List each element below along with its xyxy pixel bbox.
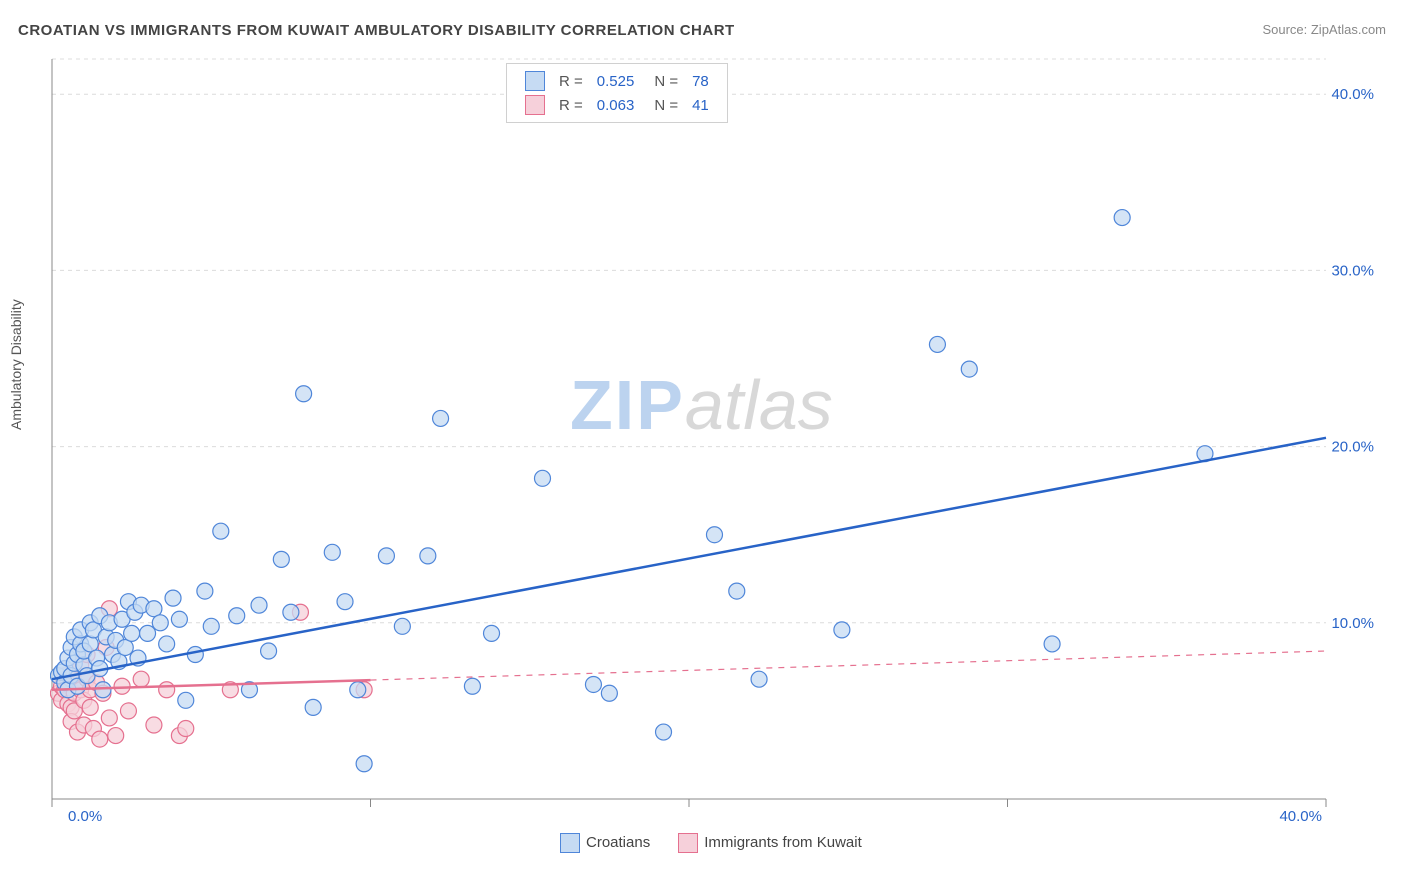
legend-label: Immigrants from Kuwait: [704, 834, 862, 851]
scatter-plot: 10.0%20.0%30.0%40.0%0.0%40.0% ZIPatlas R…: [50, 55, 1386, 825]
y-axis-title: Ambulatory Disability: [8, 299, 24, 430]
series-legend: Croatians Immigrants from Kuwait: [560, 833, 890, 853]
plot-svg: 10.0% 20.0% 30.0% 40.0% 0.0% 40.0%: [50, 55, 1386, 825]
source-attribution: Source: ZipAtlas.com: [1262, 22, 1386, 37]
svg-text:40.0%: 40.0%: [1331, 86, 1374, 103]
svg-text:20.0%: 20.0%: [1331, 439, 1374, 456]
svg-text:10.0%: 10.0%: [1331, 615, 1374, 632]
chart-title: CROATIAN VS IMMIGRANTS FROM KUWAIT AMBUL…: [18, 22, 735, 39]
legend-label: Croatians: [586, 834, 650, 851]
svg-text:30.0%: 30.0%: [1331, 262, 1374, 279]
svg-text:40.0%: 40.0%: [1279, 808, 1322, 825]
svg-text:0.0%: 0.0%: [68, 808, 102, 825]
legend-table: R =0.525 N =78 R =0.063 N =41: [517, 68, 717, 118]
correlation-legend: R =0.525 N =78 R =0.063 N =41: [506, 63, 728, 123]
